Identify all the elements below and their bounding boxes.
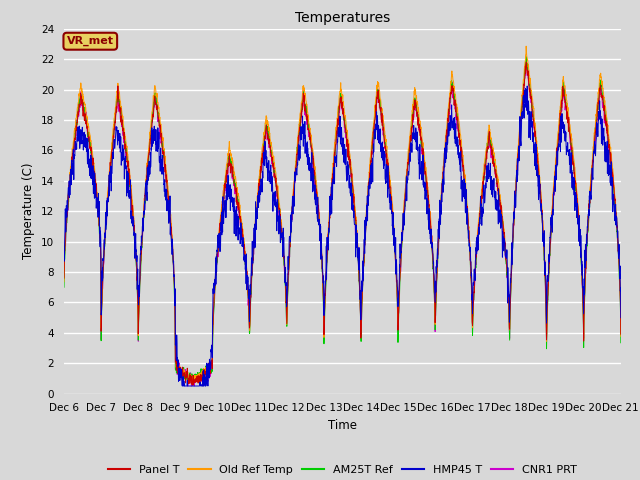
Y-axis label: Temperature (C): Temperature (C) — [22, 163, 35, 260]
Title: Temperatures: Temperatures — [295, 11, 390, 25]
X-axis label: Time: Time — [328, 419, 357, 432]
Legend: Panel T, Old Ref Temp, AM25T Ref, HMP45 T, CNR1 PRT: Panel T, Old Ref Temp, AM25T Ref, HMP45 … — [104, 460, 581, 479]
Text: VR_met: VR_met — [67, 36, 114, 47]
